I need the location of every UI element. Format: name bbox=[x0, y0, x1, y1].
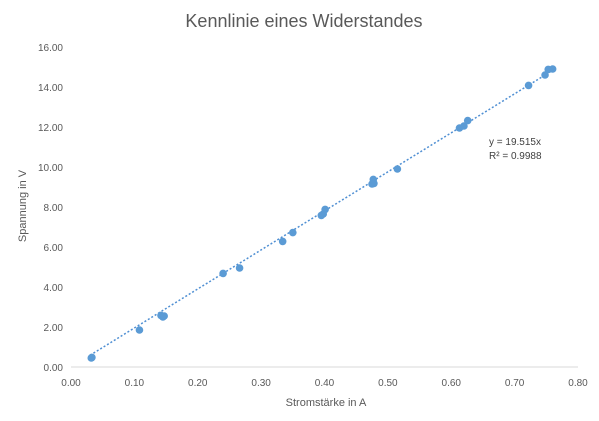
y-tick-label: 0.00 bbox=[44, 363, 64, 374]
x-tick-label: 0.40 bbox=[315, 378, 335, 389]
data-point bbox=[219, 269, 227, 278]
data-point bbox=[88, 353, 96, 362]
data-point bbox=[548, 65, 557, 73]
data-point bbox=[541, 71, 549, 79]
x-tick-label: 0.20 bbox=[188, 378, 208, 389]
data-point bbox=[463, 116, 472, 125]
x-axis-label: Stromstärke in A bbox=[286, 397, 367, 409]
data-point bbox=[289, 228, 297, 237]
data-point bbox=[135, 326, 144, 334]
chart-title: Kennlinie eines Widerstandes bbox=[185, 11, 422, 31]
y-tick-label: 8.00 bbox=[44, 203, 64, 214]
y-tick-label: 6.00 bbox=[44, 243, 64, 254]
x-tick-label: 0.10 bbox=[125, 378, 145, 389]
y-tick-label: 10.00 bbox=[38, 163, 63, 174]
data-point bbox=[160, 312, 168, 320]
trendline-equation-label: y = 19.515x bbox=[489, 137, 541, 148]
y-axis-label: Spannung in V bbox=[17, 169, 29, 242]
x-tick-label: 0.60 bbox=[442, 378, 462, 389]
y-tick-label: 14.00 bbox=[38, 83, 63, 94]
y-tick-label: 16.00 bbox=[38, 43, 63, 54]
data-point bbox=[235, 264, 244, 272]
x-tick-label: 0.30 bbox=[251, 378, 271, 389]
data-point bbox=[460, 122, 468, 130]
x-tick-label: 0.50 bbox=[378, 378, 398, 389]
data-point bbox=[393, 165, 402, 173]
x-tick-label: 0.80 bbox=[568, 378, 588, 389]
data-point bbox=[370, 179, 378, 188]
x-tick-label: 0.00 bbox=[61, 378, 81, 389]
x-tick-label: 0.70 bbox=[505, 378, 525, 389]
y-tick-label: 2.00 bbox=[44, 323, 64, 334]
data-point bbox=[321, 205, 329, 214]
plot-area: 0.00 0.10 0.20 0.30 0.40 0.50 0.60 0.70 0.80 0.00… bbox=[38, 43, 588, 389]
y-tick-label: 4.00 bbox=[44, 283, 64, 294]
y-tick-label: 12.00 bbox=[38, 123, 63, 134]
data-point bbox=[524, 81, 533, 90]
trendline bbox=[89, 69, 554, 356]
data-point bbox=[278, 237, 287, 246]
trendline-r-squared-label: R² = 0.9988 bbox=[489, 151, 542, 162]
